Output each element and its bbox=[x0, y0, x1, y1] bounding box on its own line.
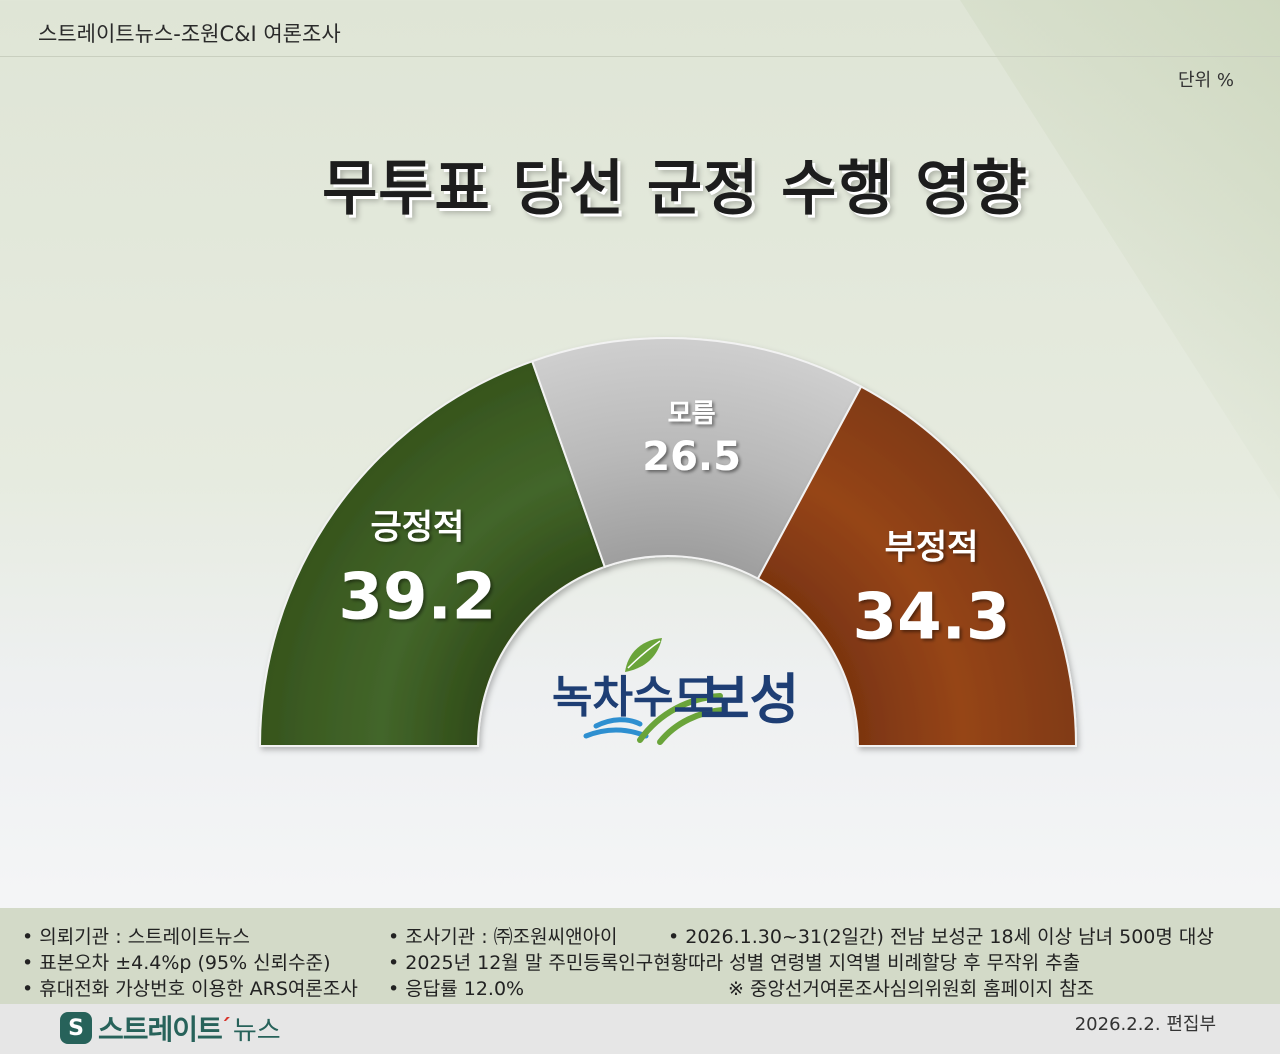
segment-negative bbox=[756, 385, 1078, 747]
brand-logo-news: 뉴스 bbox=[232, 1015, 281, 1046]
unit-label: 단위 % bbox=[1178, 70, 1234, 91]
segment-category-label: 부정적 bbox=[885, 527, 979, 567]
footer-note-client: • 의뢰기관 : 스트레이트뉴스 bbox=[22, 926, 251, 948]
logo-text-left: 녹차수도 bbox=[552, 672, 714, 723]
segment-positive bbox=[258, 359, 607, 747]
center-logo: 녹차수도 보성 bbox=[552, 638, 799, 745]
footer-note-method: • 휴대전화 가상번호 이용한 ARS여론조사 bbox=[22, 978, 358, 1000]
footer-note-period: • 2026.1.30~31(2일간) 전남 보성군 18세 이상 남녀 500… bbox=[668, 926, 1214, 948]
segment-unknown bbox=[530, 337, 863, 580]
segment-value-label: 34.3 bbox=[853, 580, 1011, 654]
segment-value-label: 39.2 bbox=[338, 561, 496, 635]
footer-notes: • 의뢰기관 : 스트레이트뉴스 • 조사기관 : ㈜조원씨앤아이 • 2026… bbox=[0, 908, 1280, 1004]
bottom-bar: S 스트레이트 ˊ 뉴스 2026.2.2. 편집부 bbox=[0, 1004, 1280, 1054]
footer-note-agency: • 조사기관 : ㈜조원씨앤아이 bbox=[388, 926, 618, 948]
publish-date: 2026.2.2. 편집부 bbox=[1074, 1014, 1216, 1035]
footer-note-sampling: • 2025년 12월 말 주민등록인구현황따라 성별 연령별 지역별 비례할당… bbox=[388, 952, 1081, 974]
brand-logo: S 스트레이트 ˊ 뉴스 bbox=[60, 1010, 281, 1046]
logo-text-right: 보성 bbox=[700, 668, 799, 731]
tea-leaf-waves-icon bbox=[583, 638, 725, 745]
brand-tick-icon: ˊ bbox=[219, 1015, 231, 1041]
chart-title: 무투표 당선 군정 수행 영향 bbox=[322, 154, 1028, 224]
segment-value-label: 26.5 bbox=[642, 434, 741, 480]
source-title: 스트레이트뉴스-조원C&I 여론조사 bbox=[38, 22, 341, 46]
segment-category-label: 긍정적 bbox=[370, 508, 464, 548]
gauge-chart: 긍정적 39.2 모름 26.5 부정적 34.3 녹차수도 보성 bbox=[258, 337, 1078, 747]
footer-note-reference: ※ 중앙선거여론조사심의위원회 홈페이지 참조 bbox=[728, 978, 1095, 1000]
segment-category-label: 모름 bbox=[668, 399, 716, 429]
footer-note-response: • 응답률 12.0% bbox=[388, 978, 525, 1000]
top-bar: 스트레이트뉴스-조원C&I 여론조사 bbox=[0, 0, 1280, 57]
brand-s-icon: S bbox=[60, 1012, 92, 1044]
brand-logo-text: 스트레이트 bbox=[98, 1013, 223, 1046]
footer-note-error: • 표본오차 ±4.4%p (95% 신뢰수준) bbox=[22, 952, 331, 974]
